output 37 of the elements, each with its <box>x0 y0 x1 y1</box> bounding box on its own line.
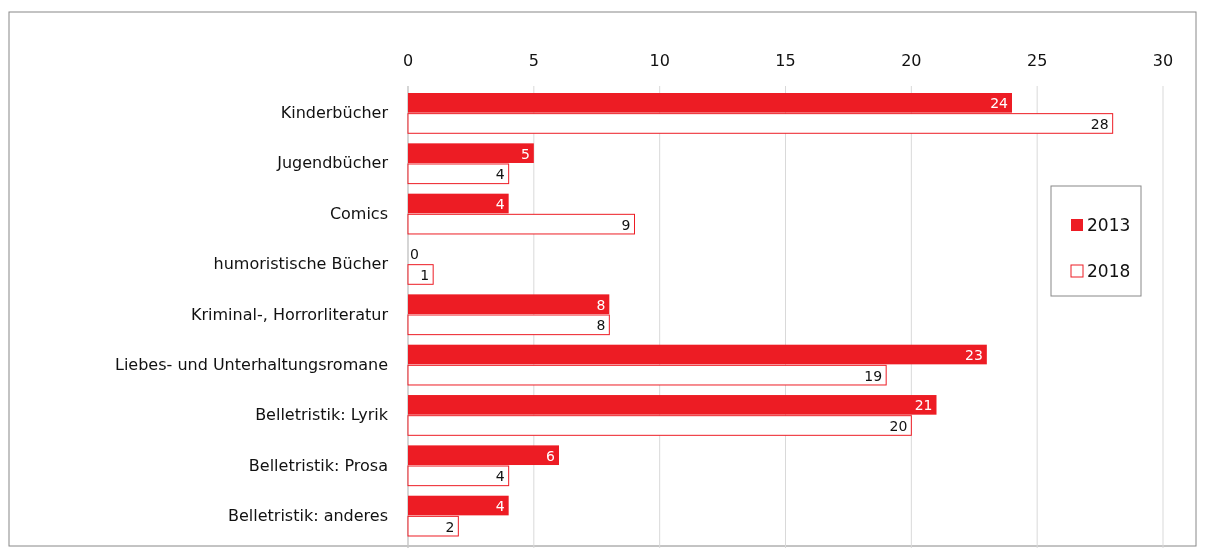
data-label: 4 <box>495 196 505 212</box>
data-label: 2 <box>445 518 455 535</box>
data-label: 6 <box>546 447 556 464</box>
y-tick-label: Kinderbücher <box>280 103 389 123</box>
y-tick-label: Belletristik: anderes <box>228 505 388 525</box>
data-label: 9 <box>621 216 631 233</box>
data-label: 5 <box>520 145 530 162</box>
x-tick-label: 25 <box>1026 51 1048 70</box>
x-tick-label: 30 <box>1152 51 1174 70</box>
data-label: 4 <box>495 468 505 485</box>
x-tick-label: 5 <box>528 51 539 70</box>
y-tick-label: Comics <box>329 203 388 223</box>
data-label: 0 <box>410 246 419 263</box>
data-label: 4 <box>495 498 505 515</box>
data-label: 23 <box>965 347 983 364</box>
y-tick-label: Kriminal-, Horrorliteratur <box>191 304 389 324</box>
legend-label: 2018 <box>1087 261 1131 281</box>
data-label: 21 <box>914 397 933 414</box>
data-label: 8 <box>596 296 606 313</box>
y-tick-label: Jugendbücher <box>276 153 389 173</box>
data-label: 19 <box>864 367 883 384</box>
x-tick-label: 10 <box>649 51 670 70</box>
data-label: 28 <box>1090 115 1109 132</box>
y-tick-label: Belletristik: Lyrik <box>255 405 389 425</box>
bar <box>407 264 434 285</box>
x-tick-label: 20 <box>901 51 922 70</box>
data-label: 8 <box>596 317 606 334</box>
data-label: 1 <box>420 266 430 283</box>
y-tick-label: Belletristik: Prosa <box>248 455 388 475</box>
data-label: 24 <box>990 95 1009 112</box>
x-tick-label: 0 <box>402 51 414 70</box>
data-label: 4 <box>495 166 505 183</box>
data-label: 20 <box>889 418 908 434</box>
y-tick-label: Liebes- und Unterhaltungsromane <box>114 354 388 374</box>
x-tick-label: 15 <box>775 51 796 70</box>
legend-label: 2013 <box>1087 215 1131 235</box>
y-tick-label: humoristische Bücher <box>213 254 389 274</box>
